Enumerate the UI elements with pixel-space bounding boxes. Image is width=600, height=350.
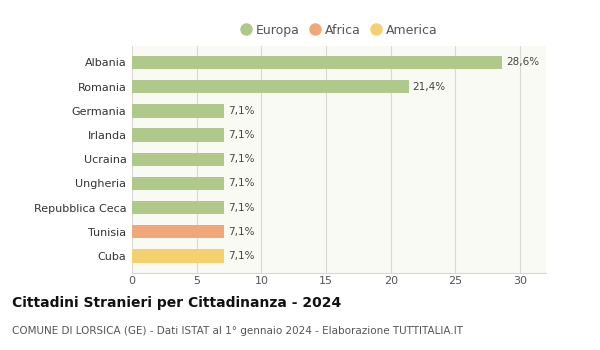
Text: COMUNE DI LORSICA (GE) - Dati ISTAT al 1° gennaio 2024 - Elaborazione TUTTITALIA: COMUNE DI LORSICA (GE) - Dati ISTAT al 1… [12, 326, 463, 336]
Text: 28,6%: 28,6% [506, 57, 539, 68]
Text: 7,1%: 7,1% [228, 130, 254, 140]
Bar [132, 153, 224, 166]
Bar [132, 201, 224, 214]
Bar [132, 56, 502, 69]
Text: 7,1%: 7,1% [228, 227, 254, 237]
Text: 7,1%: 7,1% [228, 154, 254, 164]
Legend: Europa, Africa, America: Europa, Africa, America [237, 20, 441, 40]
Bar [132, 177, 224, 190]
Text: Cittadini Stranieri per Cittadinanza - 2024: Cittadini Stranieri per Cittadinanza - 2… [12, 296, 341, 310]
Bar [132, 104, 224, 118]
Text: 7,1%: 7,1% [228, 203, 254, 213]
Bar [132, 225, 224, 238]
Text: 7,1%: 7,1% [228, 106, 254, 116]
Text: 7,1%: 7,1% [228, 251, 254, 261]
Text: 7,1%: 7,1% [228, 178, 254, 188]
Text: 21,4%: 21,4% [413, 82, 446, 92]
Bar [132, 128, 224, 142]
Bar [132, 80, 409, 93]
Bar [132, 249, 224, 262]
